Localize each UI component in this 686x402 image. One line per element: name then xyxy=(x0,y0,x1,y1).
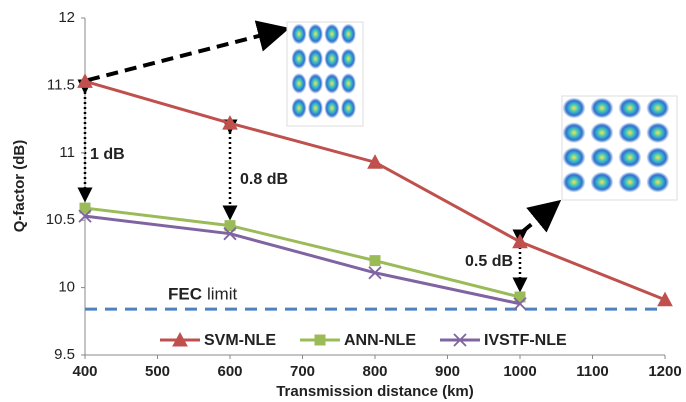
constellation-cluster xyxy=(341,48,356,69)
point xyxy=(370,256,380,266)
y-tick-label: 11.5 xyxy=(47,76,75,93)
y-tick-label: 10 xyxy=(58,279,75,296)
constellation-cluster xyxy=(618,98,641,119)
y-tick-label: 11 xyxy=(59,144,75,161)
legend-marker xyxy=(315,335,325,345)
constellation-cluster xyxy=(563,147,586,168)
constellation-cluster xyxy=(324,48,339,69)
constellation-cluster xyxy=(618,147,641,168)
constellation-cluster xyxy=(590,122,613,143)
x-tick-label: 700 xyxy=(290,363,315,380)
constellation-cluster xyxy=(341,98,356,119)
constellation-cluster xyxy=(563,122,586,143)
x-tick-label: 900 xyxy=(435,363,460,380)
annotation: 0.5 dB xyxy=(465,253,513,270)
x-tick-label: 1100 xyxy=(576,363,609,380)
constellation-cluster xyxy=(646,147,669,168)
x-axis-title: Transmission distance (km) xyxy=(276,383,474,400)
constellation-cluster xyxy=(291,24,306,45)
point xyxy=(513,235,527,248)
legend-label: SVM-NLE xyxy=(204,332,276,349)
constellation-cluster xyxy=(324,98,339,119)
legend-label: ANN-NLE xyxy=(344,332,416,349)
y-tick-label: 9.5 xyxy=(54,346,75,363)
constellation-cluster xyxy=(291,73,306,94)
constellation-cluster xyxy=(341,24,356,45)
x-tick-label: 1200 xyxy=(648,363,681,380)
series-line xyxy=(85,216,520,304)
annotation: 0.8 dB xyxy=(240,171,288,188)
constellation-cluster xyxy=(590,98,613,119)
constellation-cluster xyxy=(308,73,323,94)
legend-label: IVSTF-NLE xyxy=(484,332,567,349)
constellation-cluster xyxy=(646,98,669,119)
x-tick-label: 500 xyxy=(145,363,170,380)
constellation-cluster xyxy=(590,172,613,193)
constellation-cluster xyxy=(308,98,323,119)
x-tick-label: 400 xyxy=(72,363,97,380)
constellation-cluster xyxy=(618,172,641,193)
annotation: 1 dB xyxy=(90,146,125,163)
constellation-cluster xyxy=(563,98,586,119)
x-tick-label: 800 xyxy=(362,363,387,380)
constellation-cluster xyxy=(646,172,669,193)
inset-arrow xyxy=(522,205,555,232)
fec-label: FEC xyxy=(168,285,202,304)
y-axis-title: Q-factor (dB) xyxy=(11,140,28,233)
constellation-cluster xyxy=(341,73,356,94)
constellation-cluster xyxy=(308,48,323,69)
constellation-cluster xyxy=(291,98,306,119)
fec-label: limit xyxy=(207,285,237,304)
x-tick-label: 600 xyxy=(217,363,242,380)
constellation-cluster xyxy=(618,122,641,143)
constellation-cluster xyxy=(646,122,669,143)
constellation-cluster xyxy=(590,147,613,168)
inset-arrow xyxy=(88,30,282,80)
constellation-cluster xyxy=(291,48,306,69)
y-tick-label: 12 xyxy=(58,9,75,26)
constellation-cluster xyxy=(324,24,339,45)
x-tick-label: 1000 xyxy=(503,363,536,380)
constellation-cluster xyxy=(308,24,323,45)
constellation-cluster xyxy=(324,73,339,94)
y-tick-label: 10.5 xyxy=(46,211,75,228)
constellation-insets xyxy=(287,22,677,200)
chart: Q-factor (dB) Transmission distance (km)… xyxy=(0,0,686,402)
constellation-cluster xyxy=(563,172,586,193)
